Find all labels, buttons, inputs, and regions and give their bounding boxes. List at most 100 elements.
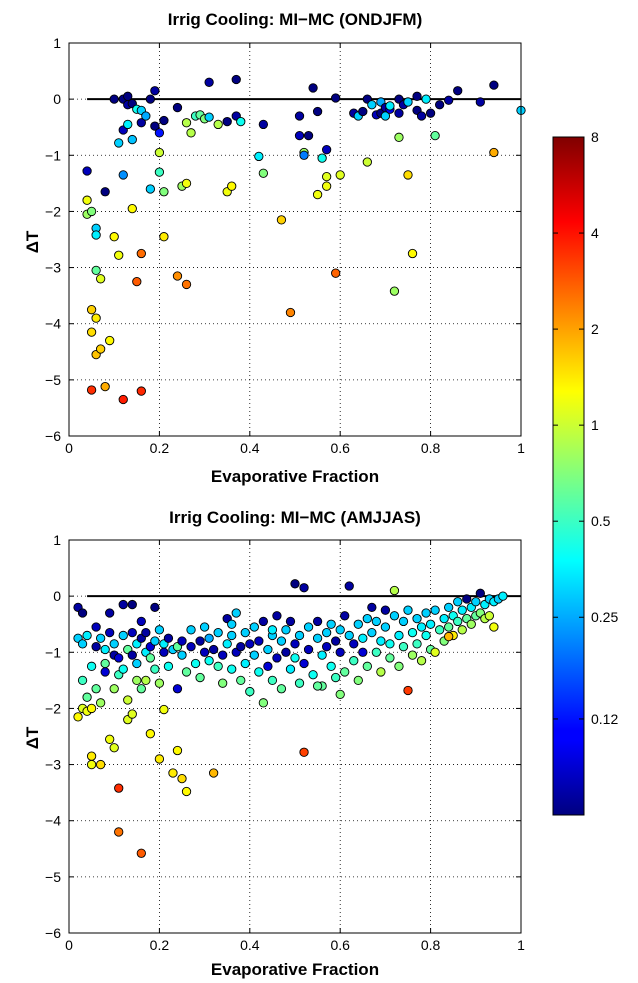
- data-point: [82, 630, 92, 641]
- data-point: [430, 605, 440, 615]
- data-point: [136, 848, 146, 858]
- y-tick-label: −2: [45, 203, 61, 219]
- data-point: [154, 128, 165, 138]
- data-point: [218, 678, 228, 688]
- data-point: [312, 616, 323, 627]
- data-point: [177, 650, 187, 660]
- data-point: [77, 608, 88, 618]
- x-axis-label: Evaporative Fraction: [211, 467, 379, 486]
- data-point: [159, 232, 169, 242]
- data-point: [367, 100, 377, 110]
- y-tick-label: −2: [45, 700, 61, 716]
- data-point: [82, 692, 92, 702]
- x-tick-label: 0.6: [330, 440, 350, 456]
- data-point: [303, 644, 314, 655]
- data-point: [371, 616, 382, 627]
- data-point: [100, 381, 110, 392]
- y-tick-label: −4: [45, 316, 61, 332]
- data-point: [412, 91, 422, 101]
- data-point: [358, 106, 368, 117]
- data-point: [403, 170, 413, 180]
- data-point: [299, 747, 309, 757]
- data-point: [114, 783, 124, 793]
- data-point: [127, 627, 137, 638]
- data-point: [86, 206, 97, 217]
- data-point: [245, 686, 255, 697]
- data-point: [349, 656, 359, 666]
- data-point: [82, 195, 92, 205]
- data-point: [394, 108, 404, 118]
- data-point: [95, 344, 106, 354]
- x-tick-label: 0: [65, 937, 73, 953]
- data-point: [100, 644, 110, 655]
- data-point: [362, 613, 372, 624]
- data-point: [367, 602, 377, 613]
- data-point: [105, 335, 115, 346]
- data-point: [453, 616, 463, 627]
- data-point: [154, 625, 165, 635]
- data-point: [380, 605, 391, 615]
- data-point: [358, 647, 368, 657]
- data-point: [236, 675, 246, 686]
- data-point: [326, 619, 336, 629]
- data-point: [154, 678, 165, 688]
- data-point: [208, 768, 219, 778]
- data-point: [294, 111, 305, 121]
- y-tick-label: 1: [53, 532, 61, 548]
- data-point: [258, 168, 269, 178]
- data-point: [245, 639, 255, 649]
- data-point: [150, 121, 160, 131]
- data-point: [91, 684, 101, 694]
- data-point: [240, 627, 250, 638]
- data-point: [321, 181, 332, 191]
- data-point: [389, 611, 400, 621]
- colorbar-tick-label: 0.12: [591, 711, 618, 727]
- data-point: [444, 95, 454, 105]
- data-point: [331, 268, 341, 278]
- data-point: [218, 650, 228, 660]
- data-point: [385, 653, 395, 663]
- data-point: [127, 203, 137, 214]
- data-point: [403, 97, 413, 107]
- data-point: [412, 639, 422, 649]
- data-point: [118, 394, 128, 405]
- data-point: [91, 313, 101, 323]
- data-point: [159, 115, 169, 126]
- y-tick-label: 1: [53, 35, 61, 51]
- data-point: [394, 661, 404, 671]
- colorbar-tick-label: 0.5: [591, 513, 611, 529]
- x-tick-label: 0.2: [150, 440, 170, 456]
- data-point: [123, 119, 133, 130]
- data-point: [86, 703, 97, 714]
- data-point: [267, 625, 278, 635]
- data-point: [312, 633, 323, 643]
- data-point: [100, 187, 110, 197]
- data-point: [331, 636, 341, 646]
- y-tick-label: −6: [45, 428, 61, 444]
- data-point: [109, 232, 119, 242]
- axes-frame: [68, 539, 522, 934]
- data-point: [172, 745, 183, 756]
- data-point: [385, 639, 395, 649]
- data-point: [213, 627, 223, 638]
- data-point: [254, 151, 264, 162]
- data-point: [208, 644, 219, 655]
- data-point: [204, 633, 214, 643]
- data-point: [421, 94, 431, 104]
- data-point: [123, 91, 133, 101]
- data-point: [294, 130, 305, 141]
- data-point: [77, 675, 88, 686]
- data-point: [308, 670, 318, 680]
- data-point: [303, 130, 314, 141]
- data-point: [258, 119, 269, 130]
- data-point: [290, 579, 300, 589]
- data-point: [86, 327, 97, 337]
- y-tick-label: 0: [53, 588, 61, 604]
- data-point: [227, 630, 237, 641]
- data-point: [150, 602, 160, 613]
- data-point: [204, 112, 214, 122]
- data-point: [321, 145, 332, 155]
- y-tick-label: −4: [45, 813, 61, 829]
- data-point: [285, 616, 296, 627]
